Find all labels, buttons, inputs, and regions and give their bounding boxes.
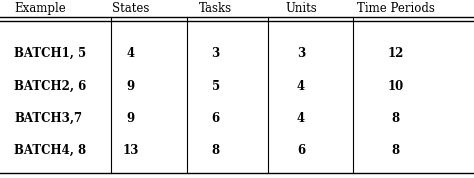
Text: BATCH2, 6: BATCH2, 6	[14, 80, 86, 93]
Text: 6: 6	[211, 112, 220, 125]
Text: Time Periods: Time Periods	[357, 1, 435, 15]
Text: 12: 12	[388, 47, 404, 60]
Text: Units: Units	[285, 1, 317, 15]
Text: 10: 10	[388, 80, 404, 93]
Text: 6: 6	[297, 144, 305, 157]
Text: BATCH4, 8: BATCH4, 8	[14, 144, 86, 157]
Text: 8: 8	[211, 144, 220, 157]
Text: 4: 4	[297, 80, 305, 93]
Text: BATCH1, 5: BATCH1, 5	[14, 47, 86, 60]
Text: BATCH3,7: BATCH3,7	[14, 112, 82, 125]
Text: 8: 8	[392, 144, 400, 157]
Text: 4: 4	[126, 47, 135, 60]
Text: 13: 13	[122, 144, 138, 157]
Text: 4: 4	[297, 112, 305, 125]
Text: 9: 9	[126, 112, 135, 125]
Text: 9: 9	[126, 80, 135, 93]
Text: States: States	[112, 1, 149, 15]
Text: 3: 3	[211, 47, 220, 60]
Text: Tasks: Tasks	[199, 1, 232, 15]
Text: Example: Example	[14, 1, 66, 15]
Text: 3: 3	[297, 47, 305, 60]
Text: 8: 8	[392, 112, 400, 125]
Text: 5: 5	[211, 80, 220, 93]
